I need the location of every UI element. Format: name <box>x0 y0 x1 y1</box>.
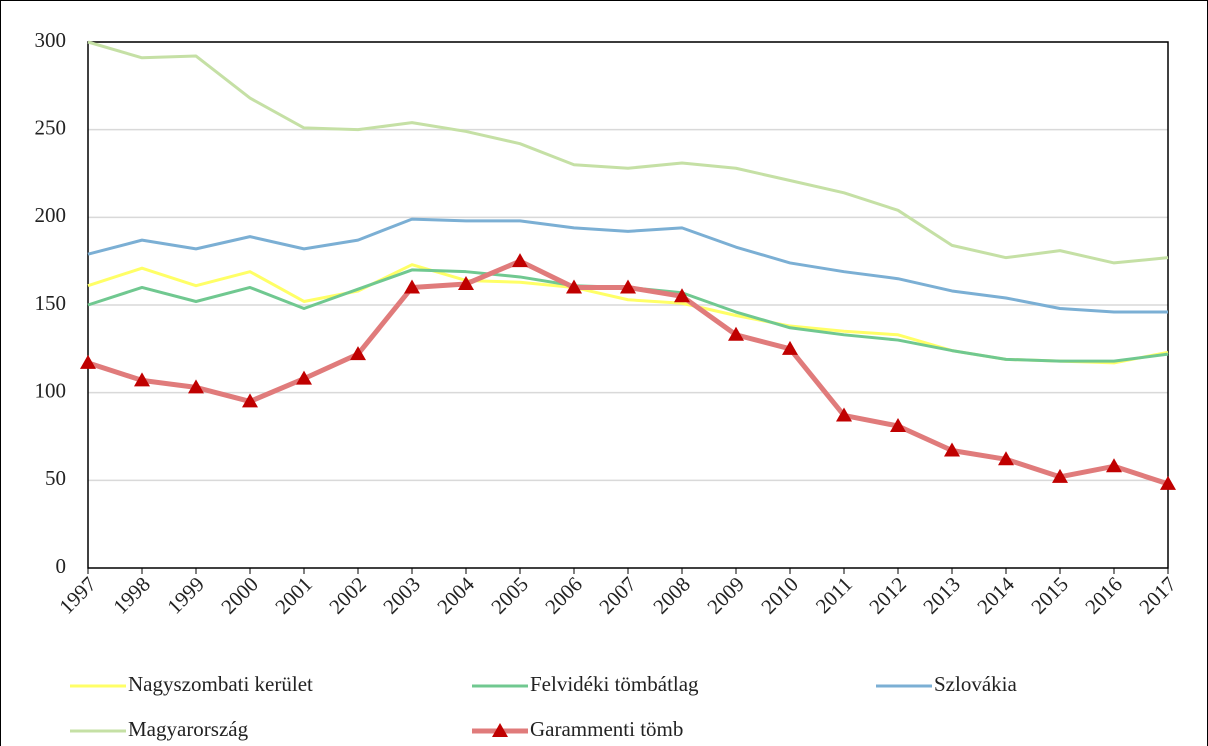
x-tick-label: 1998 <box>108 572 155 619</box>
x-tick-label: 2016 <box>1080 572 1127 619</box>
x-tick-label: 2008 <box>648 572 695 619</box>
y-tick-label: 0 <box>56 554 67 578</box>
marker <box>296 370 312 385</box>
marker <box>404 279 420 294</box>
marker <box>1106 458 1122 473</box>
legend-label: Nagyszombati kerület <box>128 672 313 696</box>
marker <box>944 442 960 457</box>
x-tick-label: 2003 <box>378 572 425 619</box>
series-line <box>87 40 1169 265</box>
marker <box>890 417 906 432</box>
x-tick-label: 2017 <box>1134 572 1181 619</box>
x-tick-label: 2006 <box>540 572 587 619</box>
y-tick-label: 250 <box>35 115 67 139</box>
x-tick-label: 2013 <box>918 572 965 619</box>
y-tick-label: 100 <box>35 378 67 402</box>
y-tick-label: 50 <box>45 466 66 490</box>
marker <box>458 275 474 290</box>
x-tick-label: 2011 <box>811 572 857 618</box>
legend-label: Magyarország <box>128 717 249 741</box>
x-tick-label: 2009 <box>702 572 749 619</box>
legend-label: Felvidéki tömbátlag <box>530 672 699 696</box>
marker <box>242 393 258 408</box>
y-tick-label: 300 <box>35 28 67 52</box>
y-tick-label: 150 <box>35 291 67 315</box>
x-tick-label: 2012 <box>864 572 911 619</box>
marker <box>134 372 150 387</box>
marker <box>1052 468 1068 483</box>
x-tick-label: 2004 <box>432 572 479 619</box>
x-tick-label: 2001 <box>270 572 317 619</box>
x-tick-label: 2014 <box>972 572 1019 619</box>
series-line <box>87 217 1168 314</box>
x-tick-label: 1997 <box>54 572 101 619</box>
x-tick-label: 1999 <box>162 572 209 619</box>
marker <box>188 379 204 394</box>
marker <box>1160 475 1176 490</box>
legend-marker <box>492 723 508 737</box>
legend-label: Szlovákia <box>934 672 1017 696</box>
legend-label: Garammenti tömb <box>530 717 683 741</box>
marker <box>350 346 366 361</box>
marker <box>80 354 96 369</box>
marker <box>782 340 798 355</box>
x-tick-label: 2007 <box>594 572 641 619</box>
marker <box>998 451 1014 466</box>
marker <box>620 279 636 294</box>
marker <box>836 407 852 422</box>
marker <box>512 253 528 268</box>
y-tick-label: 200 <box>35 203 67 227</box>
x-tick-label: 2010 <box>756 572 803 619</box>
x-tick-label: 2015 <box>1026 572 1073 619</box>
series-line <box>87 258 1169 487</box>
marker <box>728 326 744 341</box>
x-tick-label: 2002 <box>324 572 371 619</box>
x-tick-label: 2000 <box>216 572 263 619</box>
marker <box>674 288 690 303</box>
series-line <box>87 263 1169 365</box>
marker <box>566 279 582 294</box>
x-tick-label: 2005 <box>486 572 533 619</box>
